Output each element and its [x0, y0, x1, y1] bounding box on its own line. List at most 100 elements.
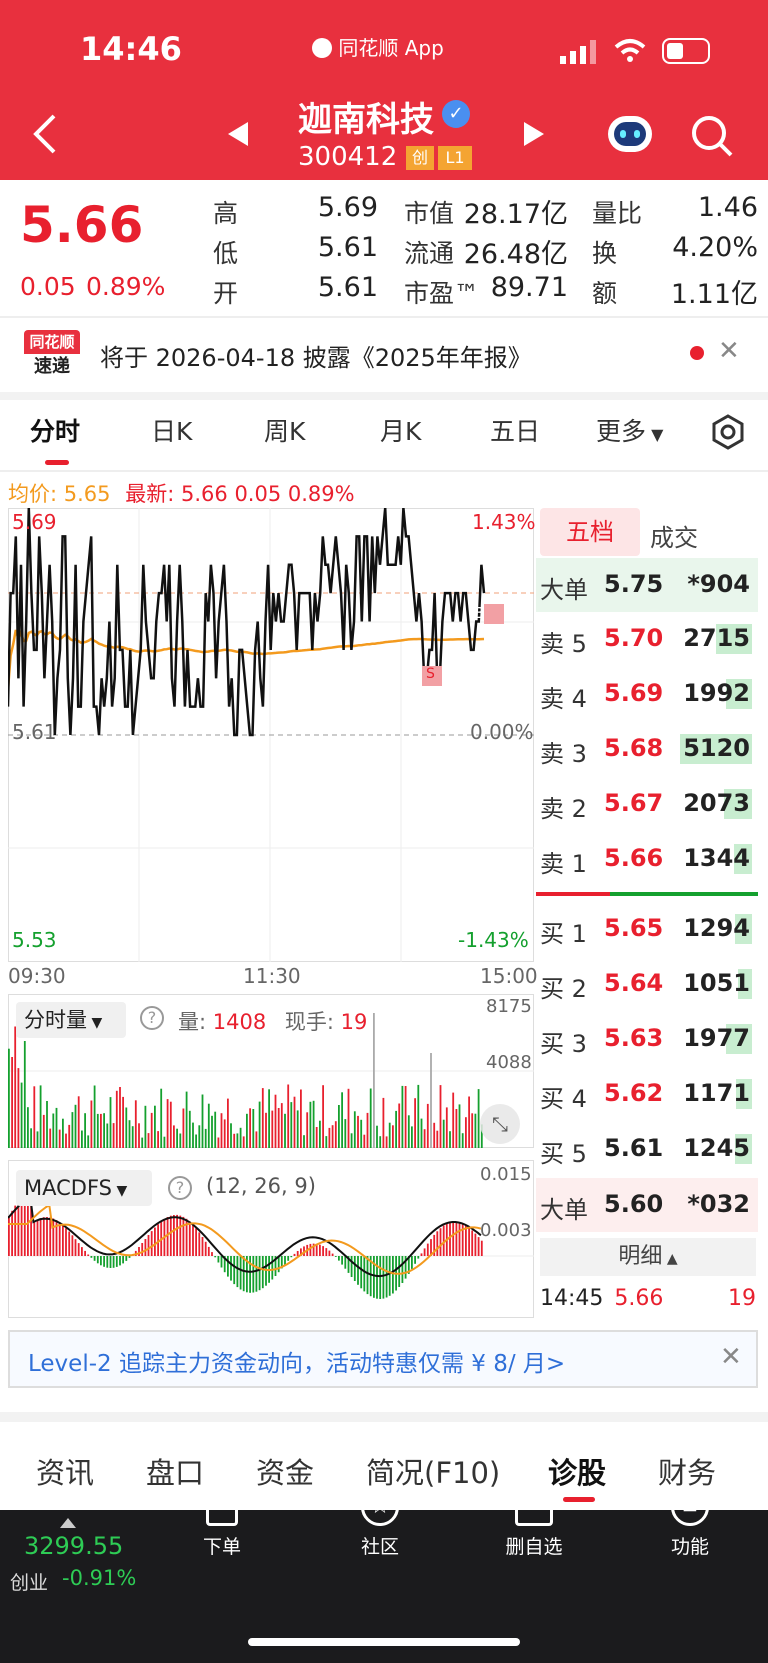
- bid-level-5[interactable]: 买 5 5.61 1245: [536, 1122, 758, 1176]
- macd-bar: [81, 1247, 83, 1256]
- level-label: 卖 3: [540, 740, 587, 768]
- y-mid-label: 5.61: [12, 720, 57, 744]
- macd-bar: [452, 1221, 455, 1256]
- volume-bar: [71, 1112, 74, 1148]
- volume-bar: [182, 1108, 185, 1148]
- ask-level-2[interactable]: 卖 2 5.67 2073: [536, 777, 758, 831]
- macd-bar: [468, 1227, 470, 1256]
- tab-finance[interactable]: 财务: [658, 1456, 717, 1490]
- help-icon[interactable]: ?: [140, 1006, 164, 1030]
- quote-amount-value: 1.11亿: [670, 279, 758, 310]
- macd-bar: [211, 1252, 213, 1256]
- robot-assistant-icon[interactable]: [606, 112, 654, 156]
- tab-five-levels[interactable]: 五档: [540, 508, 640, 556]
- home-indicator: [248, 1638, 520, 1646]
- caret-up-icon: ▲: [662, 1251, 678, 1267]
- hand-value: 19: [340, 1010, 368, 1034]
- tab-more[interactable]: 更多 ▼: [596, 412, 663, 448]
- index-ticker[interactable]: 3299.55 创业 -0.91%: [0, 1510, 150, 1600]
- volume-bar: [407, 1115, 410, 1148]
- macd-bar: [261, 1256, 264, 1289]
- volume-bar: [315, 1127, 318, 1148]
- dock-order-button[interactable]: 下单: [182, 1488, 262, 1559]
- volume-bar: [131, 1126, 134, 1148]
- close-news-icon[interactable]: ✕: [718, 336, 740, 366]
- close-promo-icon[interactable]: ✕: [720, 1342, 742, 1372]
- macd-chart[interactable]: [8, 1160, 534, 1318]
- macd-bar: [280, 1256, 283, 1269]
- time-mid-label: 11:30: [243, 964, 301, 988]
- ask-level-4[interactable]: 卖 4 5.69 1992: [536, 667, 758, 721]
- volume-bar: [277, 1108, 280, 1148]
- next-stock-icon[interactable]: [522, 120, 546, 148]
- settings-icon[interactable]: [710, 414, 746, 450]
- tab-daily-k[interactable]: 日K: [151, 417, 193, 446]
- volume-bar: [360, 1119, 363, 1148]
- search-icon[interactable]: [690, 114, 734, 158]
- volume-indicator-select[interactable]: 分时量 ▼: [16, 1002, 126, 1038]
- bid-level-2[interactable]: 买 2 5.64 1051: [536, 957, 758, 1011]
- macd-bar: [249, 1256, 251, 1293]
- quote-turnover-label: 换: [592, 239, 618, 268]
- promo-banner[interactable]: Level-2 追踪主力资金动向，活动特惠仅需 ¥ 8/ 月> ✕: [8, 1330, 758, 1388]
- volume-bar: [249, 1108, 251, 1148]
- bid-level-3[interactable]: 买 3 5.63 1977: [536, 1012, 758, 1066]
- tab-pankou[interactable]: 盘口: [146, 1456, 205, 1490]
- level-volume: 1992: [683, 679, 750, 707]
- volume-bar: [312, 1100, 315, 1148]
- volume-bar: [471, 1113, 474, 1148]
- volume-bar: [344, 1119, 347, 1148]
- tab-news[interactable]: 资讯: [36, 1456, 95, 1490]
- ask-level-1[interactable]: 卖 1 5.66 1344: [536, 832, 758, 886]
- volume-bar: [236, 1133, 239, 1148]
- volume-bar: [353, 1111, 356, 1148]
- level-price: 5.70: [604, 624, 664, 652]
- help-icon[interactable]: ?: [168, 1176, 192, 1200]
- volume-bar: [287, 1084, 290, 1148]
- prev-stock-icon[interactable]: [226, 120, 250, 148]
- battery-icon: [662, 38, 710, 64]
- volume-bar: [452, 1092, 455, 1148]
- news-text[interactable]: 将于 2026-04-18 披露《2025年年报》: [100, 344, 532, 372]
- volume-bar: [157, 1131, 159, 1148]
- macd-bar: [347, 1256, 350, 1273]
- dock-functions-button[interactable]: ≡ 功能: [650, 1488, 730, 1559]
- volume-bar: [27, 1107, 29, 1148]
- volume-bar: [300, 1089, 302, 1148]
- tab-five-day[interactable]: 五日: [490, 417, 541, 446]
- dock-remove-watchlist-button[interactable]: − 删自选: [494, 1488, 574, 1559]
- level-volume: 1294: [683, 914, 750, 942]
- volume-bar: [334, 1121, 337, 1148]
- macd-bar: [246, 1256, 248, 1293]
- bid-level-1[interactable]: 买 1 5.65 1294: [536, 902, 758, 956]
- fullscreen-icon[interactable]: ⤡: [480, 1104, 520, 1144]
- volume-bar: [738, 969, 752, 999]
- macd-indicator-select[interactable]: MACDFS ▼: [16, 1170, 152, 1206]
- macd-bar: [33, 1221, 36, 1256]
- bid-level-4[interactable]: 买 4 5.62 1171: [536, 1067, 758, 1121]
- tab-funds[interactable]: 资金: [256, 1456, 315, 1490]
- macd-bar: [411, 1256, 413, 1269]
- tab-trades[interactable]: 成交: [650, 524, 698, 552]
- tab-fenshi[interactable]: 分时: [30, 417, 81, 446]
- macd-bar: [179, 1215, 182, 1256]
- volume-bar: [150, 1112, 153, 1148]
- volume-bar: [74, 1104, 77, 1148]
- last-trade-vol: 19: [728, 1286, 756, 1311]
- intraday-price-chart[interactable]: [8, 508, 534, 962]
- back-icon[interactable]: [30, 112, 60, 156]
- dock-community-button[interactable]: ☆ 社区: [340, 1488, 420, 1559]
- macd-bar: [474, 1233, 477, 1256]
- macd-bar: [417, 1256, 420, 1259]
- tab-monthly-k[interactable]: 月K: [380, 417, 422, 446]
- level-volume: 5120: [683, 734, 750, 762]
- ask-level-5[interactable]: 卖 5 5.70 2715: [536, 612, 758, 666]
- volume-chart[interactable]: [8, 994, 534, 1148]
- ask-level-3[interactable]: 卖 3 5.68 5120: [536, 722, 758, 776]
- volume-bar: [268, 1089, 270, 1148]
- detail-toggle[interactable]: 明细 ▲: [540, 1238, 756, 1276]
- tab-f10[interactable]: 简况(F10): [366, 1456, 501, 1490]
- tab-diagnosis[interactable]: 诊股: [548, 1456, 607, 1490]
- tab-weekly-k[interactable]: 周K: [264, 417, 306, 446]
